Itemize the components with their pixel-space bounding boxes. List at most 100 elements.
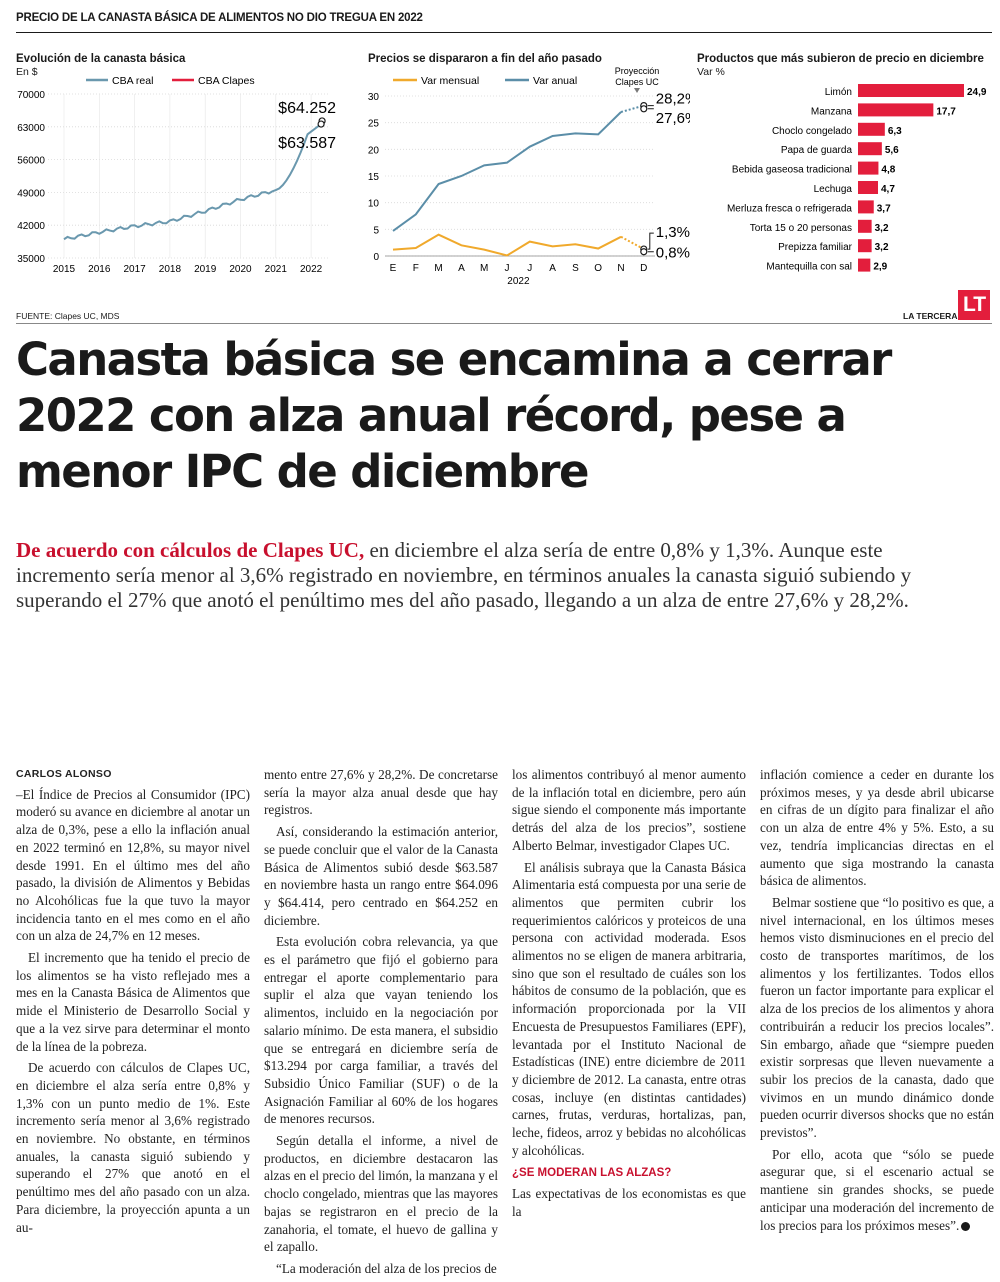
bar-value-label: 2,9 — [873, 262, 887, 273]
kicker: PRECIO DE LA CANASTA BÁSICA DE ALIMENTOS… — [16, 12, 423, 24]
bar-category-label: Torta 15 o 20 personas — [750, 223, 852, 234]
dot-mensual-low — [640, 248, 648, 256]
y-tick-label: 15 — [368, 172, 380, 183]
article-column-2: mento entre 27,6% y 28,2%. De concretars… — [264, 766, 498, 1282]
bar-category-label: Lechuga — [814, 184, 853, 195]
chart3-title: Productos que más subieron de precio en … — [697, 53, 984, 65]
x-tick-label: 2016 — [88, 264, 111, 275]
y-tick-label: 25 — [368, 119, 380, 130]
chart3-unit: Var % — [697, 66, 725, 78]
source-note: FUENTE: Clapes UC, MDS — [16, 311, 120, 321]
year-label: 2022 — [507, 276, 530, 287]
series-cba-real — [63, 123, 322, 241]
label-mensual-high: 1,3% — [656, 224, 690, 241]
paragraph: De acuerdo con cálculos de Clapes UC, en… — [16, 1060, 250, 1235]
bar — [858, 200, 874, 214]
bar — [858, 142, 882, 156]
legend-var-anual: Var anual — [533, 75, 577, 87]
label-mensual-low: 0,8% — [656, 245, 690, 262]
bar — [858, 161, 879, 175]
x-tick-label: 2022 — [300, 264, 323, 275]
y-tick-label: 5 — [373, 225, 379, 236]
y-tick-label: 35000 — [17, 254, 45, 265]
x-tick-label: 2021 — [265, 264, 288, 275]
bar-category-label: Choclo congelado — [772, 126, 852, 137]
chart3-canvas: Limón 24,9 Manzana 17,7 Choclo congelado 6,3 P… — [727, 84, 987, 273]
bar — [858, 258, 871, 272]
x-tick-label: D — [640, 263, 647, 274]
marker-low — [317, 120, 325, 128]
x-tick-label: N — [617, 263, 624, 274]
paragraph: los alimentos contribuyó al menor aument… — [512, 767, 746, 853]
lead-highlight: De acuerdo con cálculos de Clapes UC, — [16, 538, 365, 562]
end-mark-icon — [961, 1222, 971, 1232]
label-anual-high: 28,2% — [656, 91, 690, 108]
paragraph: Según detalla el informe, a nivel de pro… — [264, 1133, 498, 1255]
projection-label-2: Clapes UC — [615, 77, 659, 87]
lead-paragraph: De acuerdo con cálculos de Clapes UC, en… — [16, 538, 976, 613]
label-low: $63.587 — [278, 135, 336, 152]
series-var-mensual-projection — [620, 235, 645, 250]
y-tick-label: 70000 — [17, 90, 45, 101]
paragraph: El análisis subraya que la Canasta Básic… — [512, 859, 746, 1158]
x-tick-label: F — [413, 263, 419, 274]
x-tick-label: M — [434, 263, 442, 274]
lead-text: en diciembre el alza sería de entre 0,8%… — [16, 538, 912, 612]
chart1-unit: En $ — [16, 66, 38, 78]
bar-value-label: 24,9 — [967, 87, 987, 98]
chart2-legend: Var mensual Var anual — [393, 75, 577, 87]
paragraph: Por ello, acota que “sólo se puede asegu… — [760, 1146, 994, 1235]
bar-category-label: Papa de guarda — [781, 145, 853, 156]
x-tick-label: 2020 — [229, 264, 252, 275]
brand-name: LA TERCERA — [903, 311, 958, 321]
byline: CARLOS ALONSO — [16, 768, 112, 780]
projection-arrow-icon — [634, 88, 640, 93]
x-tick-label: A — [549, 263, 556, 274]
bar — [858, 103, 934, 117]
bar-category-label: Manzana — [811, 106, 853, 117]
paragraph: mento entre 27,6% y 28,2%. De concretars… — [264, 767, 498, 818]
y-tick-label: 42000 — [17, 221, 45, 232]
x-tick-label: J — [527, 263, 532, 274]
x-tick-label: 2019 — [194, 264, 217, 275]
label-high: $64.252 — [278, 100, 336, 117]
brand-logo: LT — [958, 290, 990, 320]
bar — [858, 84, 964, 97]
headline: Canasta básica se encamina a cerrar 2022… — [16, 333, 892, 498]
y-tick-label: 20 — [368, 145, 380, 156]
bar-category-label: Limón — [825, 87, 852, 98]
y-tick-label: 10 — [368, 199, 380, 210]
x-tick-label: A — [458, 263, 465, 274]
paragraph: –El Índice de Precios al Consumidor (IPC… — [16, 786, 250, 944]
legend-cba-clapes: CBA Clapes — [198, 75, 255, 87]
paragraph: “La moderación del alza de los precios d… — [276, 1260, 497, 1276]
x-tick-label: E — [390, 263, 397, 274]
legend-cba-real: CBA real — [112, 75, 153, 87]
bar-value-label: 3,7 — [877, 203, 891, 214]
legend-var-mensual: Var mensual — [421, 75, 479, 87]
label-anual-low: 27,6% — [656, 110, 690, 127]
x-tick-label: S — [572, 263, 579, 274]
bar-category-label: Bebida gaseosa tradicional — [732, 165, 852, 176]
article-column-1: CARLOS ALONSO –El Índice de Precios al C… — [16, 766, 250, 1240]
bracket-mensual — [647, 232, 654, 253]
paragraph: Las expectativas de los economistas es q… — [512, 1186, 746, 1219]
bar-value-label: 3,2 — [875, 223, 889, 234]
y-tick-label: 0 — [373, 252, 379, 263]
chart2-title: Precios se dispararon a fin del año pasa… — [368, 53, 602, 65]
y-tick-label: 63000 — [17, 123, 45, 134]
dot-anual-low — [640, 105, 648, 113]
bracket-anual — [647, 105, 654, 110]
bar-value-label: 3,2 — [875, 242, 889, 253]
y-tick-label: 49000 — [17, 188, 45, 199]
bar-value-label: 4,8 — [881, 165, 895, 176]
bar-category-label: Merluza fresca o refrigerada — [727, 203, 852, 214]
bar — [858, 122, 885, 136]
source-rule — [16, 323, 992, 324]
bar-category-label: Mantequilla con sal — [766, 262, 852, 273]
x-tick-label: 2018 — [159, 264, 182, 275]
series-var-mensual — [392, 233, 622, 257]
bar-value-label: 5,6 — [885, 145, 899, 156]
article-column-3: los alimentos contribuyó al menor aument… — [512, 766, 746, 1225]
paragraph: Belmar sostiene que “lo positivo es que,… — [760, 894, 994, 1141]
